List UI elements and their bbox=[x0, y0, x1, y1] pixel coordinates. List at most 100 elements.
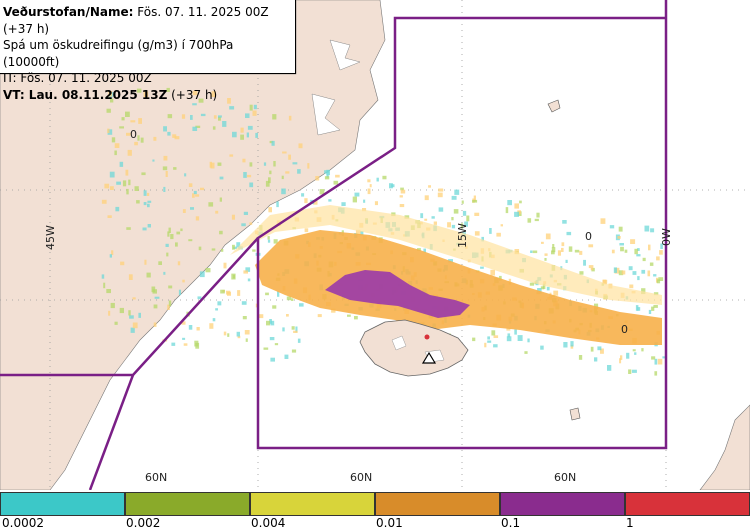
ash-speckle bbox=[307, 163, 310, 169]
ash-speckle bbox=[126, 188, 129, 195]
ash-speckle bbox=[192, 103, 197, 106]
ash-speckle bbox=[637, 307, 641, 311]
ash-speckle bbox=[132, 322, 138, 329]
ash-speckle bbox=[626, 352, 630, 359]
ash-speckle bbox=[507, 333, 511, 338]
ash-speckle bbox=[649, 262, 654, 266]
ash-speckle bbox=[546, 286, 550, 291]
ash-speckle bbox=[561, 242, 565, 247]
ash-speckle bbox=[551, 250, 555, 255]
ash-speckle bbox=[116, 181, 121, 185]
ash-speckle bbox=[243, 172, 247, 178]
ash-speckle bbox=[657, 358, 663, 365]
ash-speckle bbox=[460, 223, 464, 229]
ash-speckle bbox=[490, 269, 495, 276]
ash-speckle bbox=[562, 220, 567, 224]
ash-speckle bbox=[656, 279, 661, 284]
ash-speckle bbox=[197, 296, 202, 300]
ash-speckle bbox=[247, 174, 252, 178]
ash-speckle bbox=[125, 169, 129, 176]
ash-speckle bbox=[236, 242, 241, 248]
ash-speckle bbox=[115, 206, 120, 212]
ash-speckle bbox=[629, 284, 634, 289]
ash-speckle bbox=[536, 212, 540, 218]
ash-speckle bbox=[241, 223, 246, 227]
ash-speckle bbox=[167, 131, 171, 136]
ash-speckle bbox=[270, 357, 275, 362]
ash-speckle bbox=[223, 262, 227, 269]
ash-speckle bbox=[236, 331, 240, 337]
ash-speckle bbox=[570, 344, 574, 349]
ash-speckle bbox=[602, 279, 608, 285]
ash-speckle bbox=[143, 190, 147, 196]
ash-speckle bbox=[620, 355, 623, 360]
ash-speckle bbox=[462, 210, 467, 216]
ash-speckle bbox=[291, 349, 297, 353]
valid-time-line: VT: Lau. 08.11.2025 13Z (+37 h) bbox=[3, 87, 291, 104]
ash-speckle bbox=[579, 250, 583, 255]
ash-speckle bbox=[438, 188, 444, 192]
ash-speckle bbox=[158, 261, 162, 265]
ash-speckle bbox=[437, 192, 443, 198]
ash-speckle bbox=[268, 207, 272, 213]
ash-speckle bbox=[648, 244, 651, 251]
ash-speckle bbox=[153, 322, 157, 327]
ash-speckle bbox=[249, 104, 253, 111]
ash-speckle bbox=[281, 188, 286, 195]
ash-speckle bbox=[233, 246, 238, 249]
ash-speckle bbox=[153, 304, 158, 309]
legend-swatch bbox=[625, 492, 750, 516]
ash-speckle bbox=[152, 159, 155, 162]
ash-speckle bbox=[326, 174, 329, 178]
ash-speckle bbox=[190, 207, 194, 210]
ash-speckle bbox=[331, 308, 336, 313]
ash-speckle bbox=[619, 243, 624, 246]
ash-speckle bbox=[565, 259, 568, 263]
ash-speckle bbox=[532, 250, 538, 254]
ash-speckle bbox=[382, 175, 387, 180]
ash-speckle bbox=[630, 239, 636, 244]
ash-speckle bbox=[496, 232, 501, 237]
ash-speckle bbox=[499, 275, 502, 281]
ash-speckle bbox=[514, 211, 519, 217]
ash-speckle bbox=[227, 333, 230, 337]
ash-speckle bbox=[163, 186, 166, 192]
ash-speckle bbox=[217, 162, 222, 166]
eruption-source-marker bbox=[424, 334, 430, 340]
ash-speckle bbox=[243, 270, 248, 274]
ash-speckle bbox=[389, 183, 393, 189]
greenland-fjord bbox=[311, 93, 341, 136]
ash-speckle bbox=[451, 195, 457, 200]
ash-speckle bbox=[466, 215, 470, 222]
ash-speckle bbox=[193, 190, 197, 195]
ash-speckle bbox=[255, 132, 258, 138]
ash-speckle bbox=[119, 161, 124, 167]
ash-speckle bbox=[545, 233, 551, 240]
lon-label: 0W bbox=[660, 228, 673, 246]
ash-speckle bbox=[272, 114, 277, 120]
ash-speckle bbox=[165, 171, 168, 177]
ash-speckle bbox=[648, 309, 652, 314]
ash-speckle bbox=[144, 259, 147, 265]
ash-speckle bbox=[641, 269, 646, 274]
ash-speckle bbox=[653, 274, 657, 277]
ash-speckle bbox=[597, 346, 602, 351]
ash-speckle bbox=[188, 239, 193, 242]
ash-speckle bbox=[369, 184, 372, 188]
ash-speckle bbox=[474, 212, 480, 216]
ash-speckle bbox=[472, 337, 476, 342]
ash-speckle bbox=[355, 229, 361, 236]
ash-speckle bbox=[274, 343, 279, 346]
ash-speckle bbox=[146, 272, 151, 278]
ash-speckle bbox=[552, 244, 555, 248]
ash-speckle bbox=[101, 199, 107, 204]
ash-speckle bbox=[424, 218, 428, 221]
lon-label: 15W bbox=[456, 223, 469, 248]
ash-speckle bbox=[291, 298, 294, 301]
ash-speckle bbox=[491, 330, 496, 336]
ash-speckle bbox=[399, 204, 405, 208]
ash-speckle bbox=[249, 222, 253, 225]
ash-speckle bbox=[242, 158, 246, 163]
ash-speckle bbox=[374, 201, 378, 206]
ash-speckle bbox=[217, 301, 222, 306]
